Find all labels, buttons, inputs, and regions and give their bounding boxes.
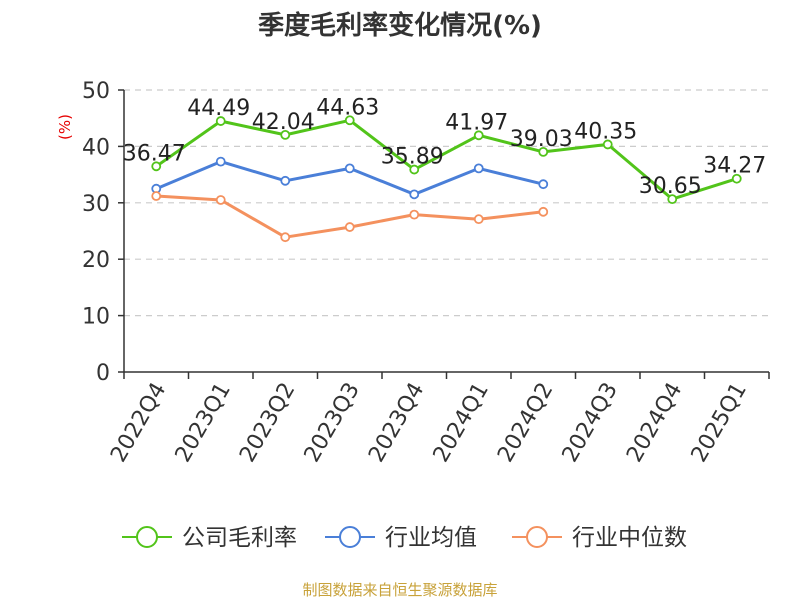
data-point xyxy=(280,129,291,140)
data-label: 40.35 xyxy=(574,119,637,144)
data-point xyxy=(731,173,742,184)
x-tick-label: 2024Q2 xyxy=(493,379,558,467)
data-point xyxy=(344,115,355,126)
data-point xyxy=(215,116,226,126)
y-tick-label: 50 xyxy=(82,79,110,104)
x-tick-label: 2023Q4 xyxy=(364,379,429,467)
data-point xyxy=(473,130,484,141)
data-point xyxy=(602,139,613,150)
legend-label: 行业均值 xyxy=(385,525,477,551)
data-point xyxy=(409,189,420,200)
data-label: 42.04 xyxy=(252,110,315,135)
data-label: 35.89 xyxy=(381,145,444,170)
x-tick-label: 2024Q4 xyxy=(622,379,687,467)
data-point xyxy=(473,163,484,174)
axes: 0 10 20 30 40 50 2022Q4 2023Q1 2023Q2 2023Q3 2023Q… xyxy=(82,79,770,467)
x-tick-label: 2022Q4 xyxy=(106,379,171,467)
x-tick-label: 2023Q1 xyxy=(171,379,236,467)
x-tick-label: 2023Q3 xyxy=(300,379,365,467)
legend-marker xyxy=(136,526,158,548)
y-tick-label: 10 xyxy=(82,305,110,330)
data-point xyxy=(344,222,355,232)
gridlines xyxy=(124,89,769,317)
data-point xyxy=(667,194,678,205)
data-point xyxy=(409,209,420,220)
data-point xyxy=(215,195,226,205)
y-tick-label: 0 xyxy=(96,361,110,386)
x-tick-label: 2024Q1 xyxy=(429,379,494,467)
y-axis-label: (%) xyxy=(56,114,74,140)
y-tick-label: 40 xyxy=(82,135,110,160)
legend-marker xyxy=(339,526,361,548)
data-label: 44.49 xyxy=(187,96,250,121)
source-note: 制图数据来自恒生聚源数据库 xyxy=(302,581,497,599)
x-tick-label: 2024Q3 xyxy=(558,379,623,467)
x-tick-label: 2023Q2 xyxy=(235,379,300,467)
data-label: 34.27 xyxy=(703,154,766,179)
y-tick-label: 20 xyxy=(82,248,110,273)
data-point xyxy=(280,232,291,243)
data-point xyxy=(473,214,484,225)
y-tick-label: 30 xyxy=(82,192,110,217)
legend: 公司毛利率 行业均值 行业中位数 xyxy=(122,525,687,551)
data-point xyxy=(151,161,162,172)
data-point xyxy=(344,163,355,174)
legend-marker xyxy=(526,526,548,548)
data-label: 44.63 xyxy=(316,95,379,120)
data-point xyxy=(538,146,549,157)
data-point xyxy=(409,164,420,175)
data-point xyxy=(151,191,162,201)
data-label: 36.47 xyxy=(123,141,186,166)
data-point xyxy=(538,179,549,190)
series-group xyxy=(151,115,742,243)
legend-label: 行业中位数 xyxy=(572,525,687,551)
data-label: 41.97 xyxy=(445,110,508,135)
data-point xyxy=(215,156,226,167)
chart-title: 季度毛利率变化情况(%) xyxy=(258,10,542,41)
data-point xyxy=(280,175,291,186)
data-label: 30.65 xyxy=(639,174,702,199)
data-point xyxy=(538,206,549,217)
x-tick-label: 2025Q1 xyxy=(687,379,752,467)
series-line-0 xyxy=(155,118,738,201)
legend-label: 公司毛利率 xyxy=(182,525,297,551)
data-label: 39.03 xyxy=(510,127,573,152)
